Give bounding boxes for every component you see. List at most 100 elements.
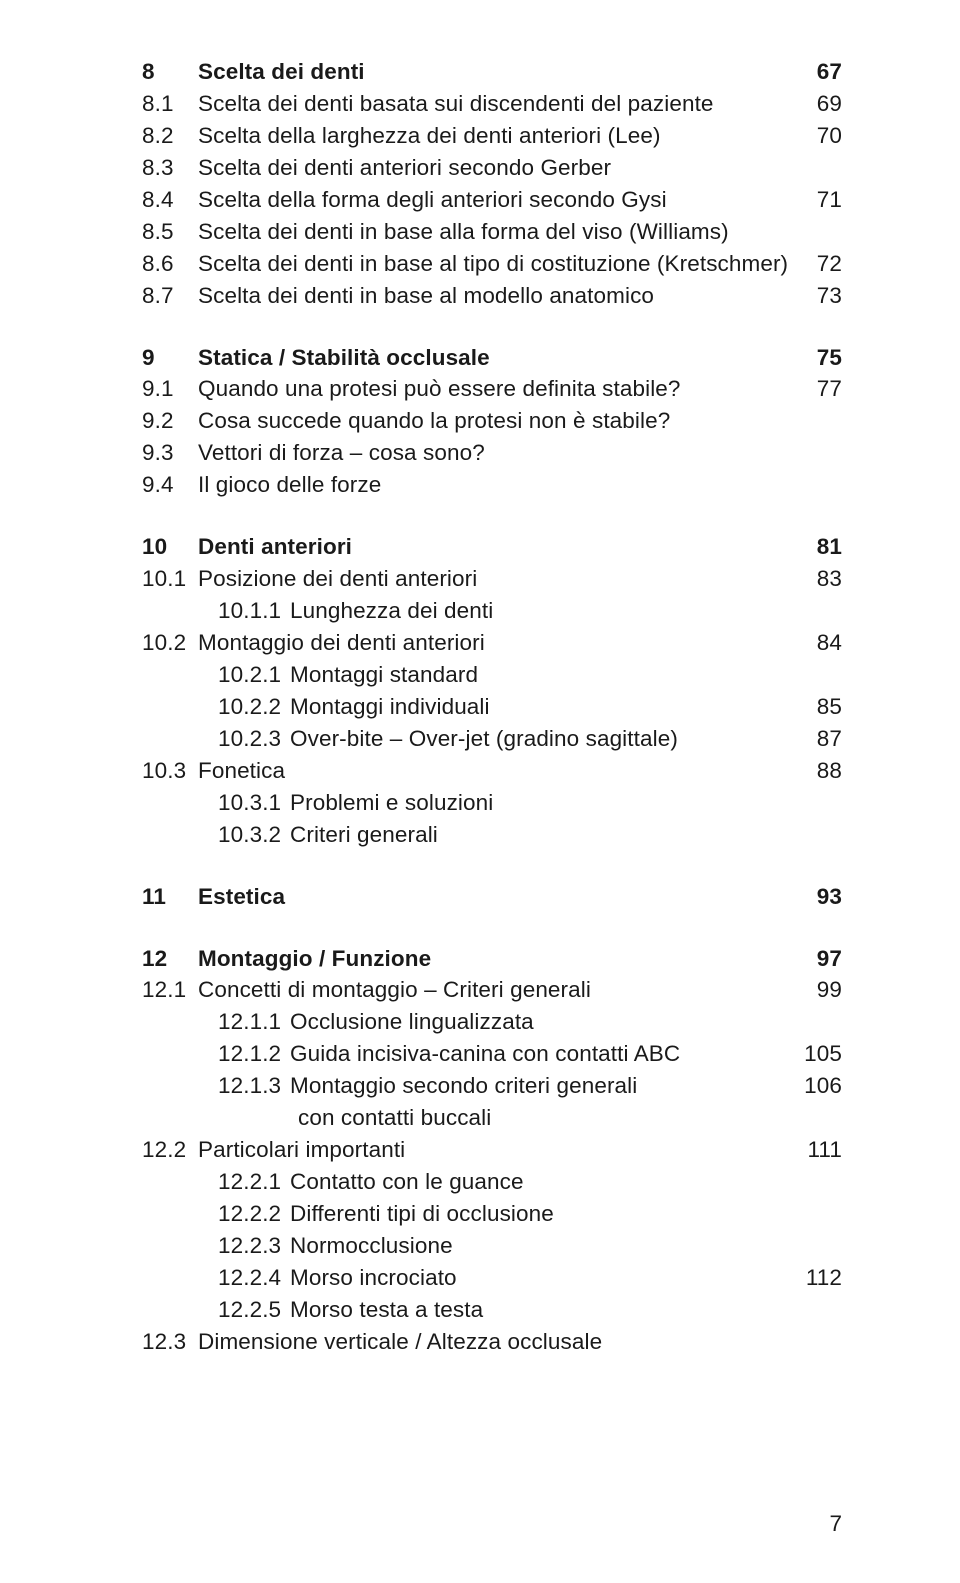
toc-title: Lunghezza dei denti	[290, 595, 493, 627]
toc-title: Scelta della larghezza dei denti anterio…	[198, 120, 661, 152]
page-number: 7	[829, 1511, 842, 1537]
toc-num: 10.1	[142, 563, 198, 595]
toc-num: 9	[142, 342, 198, 374]
toc-page-num: 85	[792, 691, 842, 723]
toc-title: Quando una protesi può essere definita s…	[198, 373, 681, 405]
toc-num: 10.3.1	[218, 787, 290, 819]
toc-subitem: 10.2.3Over-bite – Over-jet (gradino sagi…	[142, 723, 842, 755]
toc-item: 10.2Montaggio dei denti anteriori84	[142, 627, 842, 659]
toc-title: Vettori di forza – cosa sono?	[198, 437, 485, 469]
toc-title: Concetti di montaggio – Criteri generali	[198, 974, 591, 1006]
toc-title: Differenti tipi di occlusione	[290, 1198, 554, 1230]
toc-num: 10.2.3	[218, 723, 290, 755]
toc-title: Morso incrociato	[290, 1262, 457, 1294]
toc-title: Scelta dei denti anteriori secondo Gerbe…	[198, 152, 611, 184]
toc-subitem: 10.3.1Problemi e soluzioni	[142, 787, 842, 819]
toc-title: Problemi e soluzioni	[290, 787, 493, 819]
toc-title: Contatto con le guance	[290, 1166, 524, 1198]
toc-num: 12.2.1	[218, 1166, 290, 1198]
toc-num: 8.4	[142, 184, 198, 216]
toc-item: 8.7Scelta dei denti in base al modello a…	[142, 280, 842, 312]
toc-num: 8.6	[142, 248, 198, 280]
toc-page-num: 105	[792, 1038, 842, 1070]
toc-item: 9.4Il gioco delle forze	[142, 469, 842, 501]
toc-num: 10.2.2	[218, 691, 290, 723]
toc-item: 8.2Scelta della larghezza dei denti ante…	[142, 120, 842, 152]
toc-page-num: 73	[792, 280, 842, 312]
toc-title: Montaggi individuali	[290, 691, 490, 723]
toc-title: Montaggio secondo criteri generali	[290, 1070, 637, 1102]
toc-num: 11	[142, 881, 198, 913]
toc-page-num: 112	[792, 1262, 842, 1294]
toc-title: Montaggi standard	[290, 659, 478, 691]
toc-item: 8.6Scelta dei denti in base al tipo di c…	[142, 248, 842, 280]
toc-subitem-cont: con contatti buccali	[142, 1102, 842, 1134]
toc-heading-10: 10 Denti anteriori 81	[142, 531, 842, 563]
toc-page-num: 71	[792, 184, 842, 216]
toc-page: 8 Scelta dei denti 67 8.1Scelta dei dent…	[0, 0, 960, 1358]
toc-subitem: 10.2.2Montaggi individuali 85	[142, 691, 842, 723]
toc-title: Montaggio / Funzione	[198, 943, 431, 975]
toc-title: con contatti buccali	[298, 1102, 491, 1134]
toc-num: 9.3	[142, 437, 198, 469]
toc-page-num: 87	[792, 723, 842, 755]
toc-num: 8.2	[142, 120, 198, 152]
toc-title: Denti anteriori	[198, 531, 352, 563]
toc-title: Over-bite – Over-jet (gradino sagittale)	[290, 723, 678, 755]
toc-subitem: 12.2.1Contatto con le guance	[142, 1166, 842, 1198]
toc-page-num: 81	[792, 531, 842, 563]
toc-num: 8.5	[142, 216, 198, 248]
toc-title: Dimensione verticale / Altezza occlusale	[198, 1326, 602, 1358]
toc-title: Posizione dei denti anteriori	[198, 563, 477, 595]
toc-num: 10.3.2	[218, 819, 290, 851]
toc-page-num: 69	[792, 88, 842, 120]
toc-num: 8.3	[142, 152, 198, 184]
toc-page-num: 75	[792, 342, 842, 374]
toc-title: Scelta dei denti basata sui discendenti …	[198, 88, 714, 120]
toc-title: Scelta dei denti in base al modello anat…	[198, 280, 654, 312]
toc-num: 10.3	[142, 755, 198, 787]
toc-num: 12.1.1	[218, 1006, 290, 1038]
toc-page-num: 93	[792, 881, 842, 913]
toc-heading-9: 9 Statica / Stabilità occlusale 75	[142, 342, 842, 374]
toc-item: 8.3Scelta dei denti anteriori secondo Ge…	[142, 152, 842, 184]
toc-title: Normocclusione	[290, 1230, 453, 1262]
toc-title: Scelta dei denti in base al tipo di cost…	[198, 248, 788, 280]
toc-heading-8: 8 Scelta dei denti 67	[142, 56, 842, 88]
toc-page-num: 84	[792, 627, 842, 659]
toc-num: 9.1	[142, 373, 198, 405]
toc-num: 12.3	[142, 1326, 198, 1358]
toc-item: 9.1Quando una protesi può essere definit…	[142, 373, 842, 405]
toc-num: 10	[142, 531, 198, 563]
toc-subitem: 10.1.1Lunghezza dei denti	[142, 595, 842, 627]
toc-num: 12.2.3	[218, 1230, 290, 1262]
toc-subitem: 12.1.3Montaggio secondo criteri generali…	[142, 1070, 842, 1102]
toc-page-num: 111	[792, 1134, 842, 1166]
toc-subitem: 12.2.2Differenti tipi di occlusione	[142, 1198, 842, 1230]
toc-num: 12.1	[142, 974, 198, 1006]
toc-subitem: 12.2.3Normocclusione	[142, 1230, 842, 1262]
toc-num: 8	[142, 56, 198, 88]
toc-item: 12.3Dimensione verticale / Altezza occlu…	[142, 1326, 842, 1358]
toc-num: 12	[142, 943, 198, 975]
toc-item: 8.4Scelta della forma degli anteriori se…	[142, 184, 842, 216]
toc-page-num: 67	[792, 56, 842, 88]
toc-title: Occlusione lingualizzata	[290, 1006, 534, 1038]
toc-num: 12.2	[142, 1134, 198, 1166]
toc-item: 9.3Vettori di forza – cosa sono?	[142, 437, 842, 469]
toc-item: 8.5Scelta dei denti in base alla forma d…	[142, 216, 842, 248]
toc-title: Montaggio dei denti anteriori	[198, 627, 485, 659]
toc-item: 12.2Particolari importanti111	[142, 1134, 842, 1166]
toc-page-num: 83	[792, 563, 842, 595]
toc-page-num: 99	[792, 974, 842, 1006]
toc-title: Guida incisiva-canina con contatti ABC	[290, 1038, 680, 1070]
toc-title: Scelta dei denti in base alla forma del …	[198, 216, 729, 248]
toc-page-num: 70	[792, 120, 842, 152]
toc-page-num: 72	[792, 248, 842, 280]
toc-subitem: 12.2.5Morso testa a testa	[142, 1294, 842, 1326]
toc-title: Morso testa a testa	[290, 1294, 483, 1326]
toc-num: 9.2	[142, 405, 198, 437]
toc-num: 12.2.4	[218, 1262, 290, 1294]
toc-heading-11: 11 Estetica 93	[142, 881, 842, 913]
toc-subitem: 10.3.2Criteri generali	[142, 819, 842, 851]
